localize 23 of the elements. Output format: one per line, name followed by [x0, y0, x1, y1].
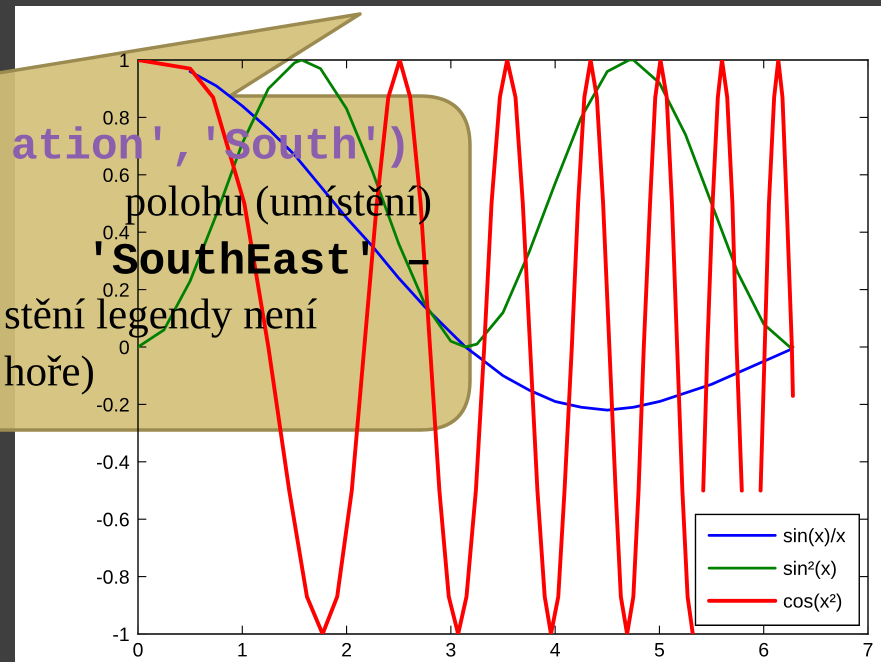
- y-tick-label: -0.2: [97, 398, 129, 412]
- y-tick-label: -0.8: [97, 570, 129, 584]
- y-tick-label: 0.6: [103, 168, 129, 182]
- x-tick-label: 5: [654, 643, 664, 657]
- y-tick-label: -1: [113, 628, 129, 642]
- text: hoře): [4, 355, 93, 395]
- y-tick-label: 1: [120, 54, 129, 68]
- x-tick-label: 6: [759, 642, 768, 657]
- x-tick-label: 4: [550, 643, 560, 656]
- x-tick-label: 0: [133, 642, 143, 657]
- legend-label: sin²(x): [784, 560, 836, 579]
- legend-label: sin(x)/x: [784, 528, 846, 546]
- x-tick-label: 1: [238, 643, 247, 656]
- y-tick-label: -0.6: [97, 512, 129, 526]
- y-tick-label: 0.2: [103, 283, 129, 297]
- x-tick-label: 7: [864, 643, 872, 656]
- y-tick-label: -0.4: [97, 455, 130, 470]
- y-tick-label: 0.4: [103, 226, 130, 240]
- x-tick-label: 2: [342, 642, 352, 656]
- legend-label: cos(x²): [784, 594, 842, 612]
- y-tick-label: 0.8: [103, 110, 129, 125]
- x-tick-label: 3: [446, 642, 456, 657]
- y-tick-label: 0: [120, 340, 129, 354]
